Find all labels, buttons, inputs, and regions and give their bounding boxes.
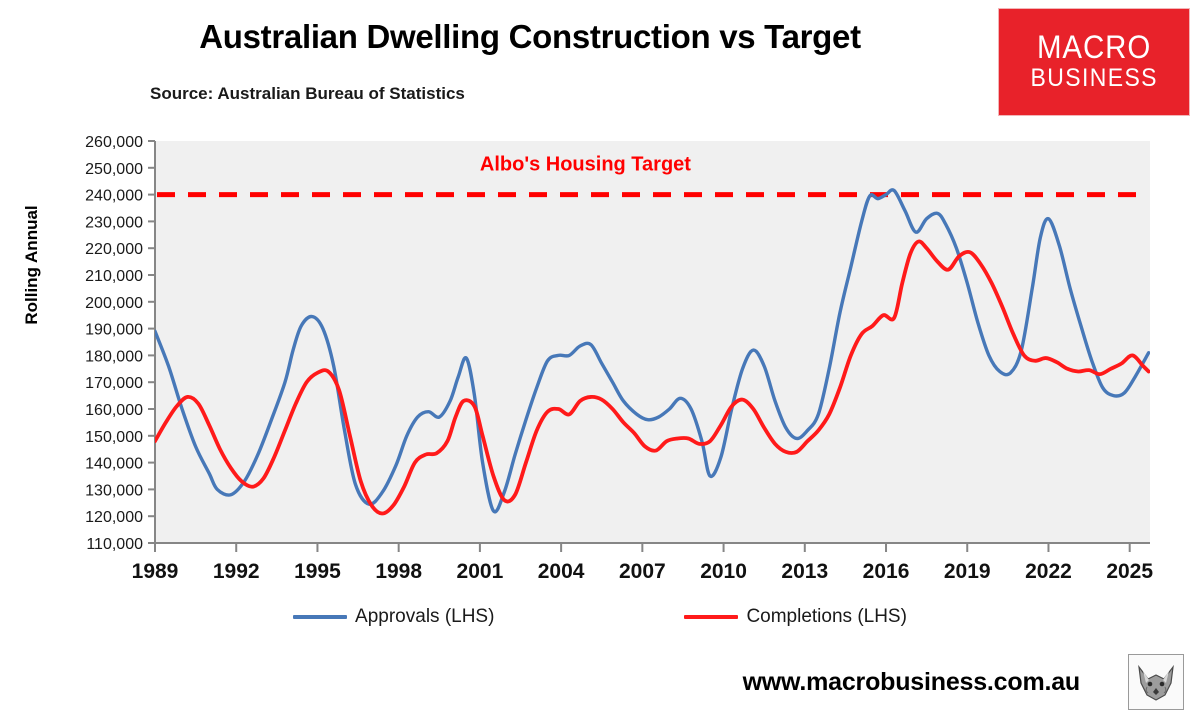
legend-label-completions: Completions (LHS) [746, 606, 907, 627]
macrobusiness-logo: MACRO BUSINESS [998, 8, 1190, 116]
y-tick-label: 120,000 [85, 509, 143, 526]
y-tick-label: 160,000 [85, 402, 143, 419]
y-tick-label: 210,000 [85, 268, 143, 285]
y-tick-label: 140,000 [85, 456, 143, 473]
y-tick-label: 180,000 [85, 348, 143, 365]
website-url: www.macrobusiness.com.au [742, 668, 1081, 696]
x-tick-label: 1995 [294, 560, 341, 583]
y-tick-label: 230,000 [85, 214, 143, 231]
y-tick-label: 250,000 [85, 161, 143, 178]
x-tick-label: 2019 [944, 560, 991, 583]
y-tick-label: 130,000 [85, 482, 143, 499]
brand-name-line1: MACRO [1036, 29, 1152, 66]
x-tick-label: 2022 [1025, 560, 1072, 583]
y-tick-label: 110,000 [86, 536, 143, 553]
x-tick-label: 2013 [781, 560, 828, 583]
fox-head-icon [1128, 654, 1184, 710]
chart-legend: Approvals (LHS) Completions (LHS) [0, 606, 1200, 628]
legend-item-approvals: Approvals (LHS) [293, 606, 494, 628]
y-tick-label: 190,000 [85, 322, 143, 339]
x-tick-label: 2001 [457, 560, 504, 583]
x-tick-label: 2004 [538, 560, 585, 583]
y-tick-label: 220,000 [85, 241, 143, 258]
legend-swatch-approvals [293, 615, 348, 619]
target-annotation-label: Albo's Housing Target [480, 153, 691, 175]
page-title: Australian Dwelling Construction vs Targ… [199, 18, 861, 55]
series-line-completions [155, 239, 1150, 516]
x-tick-label: 2016 [863, 560, 910, 583]
legend-swatch-completions [684, 615, 739, 619]
x-tick-label: 2010 [700, 560, 747, 583]
plot-background [155, 141, 1150, 543]
y-tick-label: 240,000 [85, 188, 143, 205]
legend-label-approvals: Approvals (LHS) [355, 606, 495, 627]
x-tick-label: 1998 [375, 560, 422, 583]
legend-item-completions: Completions (LHS) [684, 606, 907, 628]
y-tick-label: 200,000 [85, 295, 143, 312]
x-tick-label: 1989 [132, 560, 179, 583]
y-tick-label: 170,000 [85, 375, 143, 392]
x-tick-label: 1992 [213, 560, 260, 583]
x-tick-label: 2007 [619, 560, 666, 583]
brand-name-line2: BUSINESS [1030, 64, 1158, 93]
y-tick-label: 260,000 [85, 134, 143, 151]
y-tick-label: 150,000 [85, 429, 143, 446]
source-label: Source: Australian Bureau of Statistics [150, 84, 465, 103]
x-tick-label: 2025 [1106, 560, 1153, 583]
